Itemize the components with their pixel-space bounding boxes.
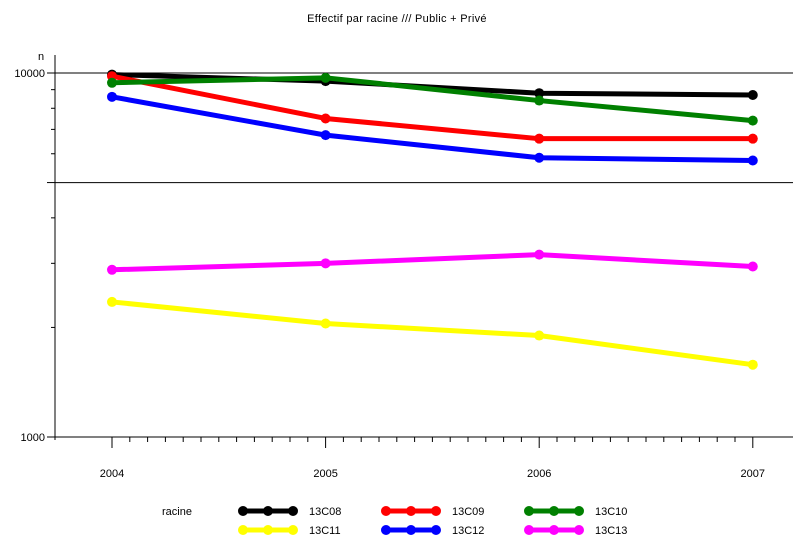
series-line [109,94,756,163]
data-point [534,152,545,163]
legend: racine 13C08 13C09 13C10 13C11 13C12 13C13 [162,506,627,537]
legend-swatch-marker [263,506,273,516]
data-point [747,115,758,126]
legend-swatch-marker [288,525,298,535]
legend-swatch-marker [381,506,391,516]
legend-item-13C11: 13C11 [238,525,341,537]
legend-swatch-marker [549,525,559,535]
data-point [534,249,545,260]
data-point [747,155,758,166]
data-point [534,95,545,106]
legend-label: 13C09 [452,506,484,518]
data-point [534,88,545,99]
data-point [320,72,331,83]
series-line [109,75,756,124]
data-point [747,90,758,101]
data-point [320,318,331,329]
data-point [747,359,758,370]
y-tick-label: 10000 [14,68,45,80]
y-axis-label: n [38,51,44,63]
series-13C10 [107,72,758,126]
legend-item-13C09: 13C09 [381,506,484,518]
legend-swatch-marker [406,506,416,516]
x-tick-label: 2004 [100,468,124,480]
legend-swatch-marker [574,506,584,516]
legend-label: 13C08 [309,506,341,518]
legend-item-13C08: 13C08 [238,506,341,518]
x-tick-label: 2005 [313,468,337,480]
x-tick-label: 2007 [741,468,765,480]
data-point [107,264,117,275]
data-point [320,130,331,141]
legend-title: racine [162,506,192,518]
legend-swatch-marker [288,506,298,516]
legend-swatch-marker [549,506,559,516]
chart-title: Effectif par racine /// Public + Privé [307,13,487,25]
legend-swatch-marker [238,525,248,535]
legend-swatch-marker [524,506,534,516]
series-line [109,299,756,368]
legend-label: 13C12 [452,525,484,537]
legend-label: 13C11 [309,525,341,537]
legend-swatch-marker [381,525,391,535]
data-point [107,296,117,307]
series-13C13 [107,249,758,275]
series-line [109,252,756,273]
x-tick-label: 2006 [527,468,551,480]
data-point [320,258,331,269]
series-layer [107,69,758,370]
data-point [534,330,545,341]
series-13C11 [107,296,758,370]
legend-item-13C13: 13C13 [524,525,627,537]
legend-swatch-marker [524,525,534,535]
data-point [107,77,117,88]
legend-swatch-marker [574,525,584,535]
data-point [320,113,331,124]
legend-label: 13C10 [595,506,627,518]
data-point [747,261,758,272]
data-point [534,133,545,144]
legend-swatch-marker [431,506,441,516]
legend-item-13C12: 13C12 [381,525,484,537]
series-13C12 [107,91,758,166]
legend-swatch-marker [431,525,441,535]
legend-label: 13C13 [595,525,627,537]
series-line [109,72,756,98]
data-point [107,91,117,102]
legend-swatch-marker [406,525,416,535]
legend-swatch-marker [238,506,248,516]
axes: 10000 1000 2004 2005 2006 2007 [14,55,793,480]
y-tick-label: 1000 [21,432,45,444]
legend-swatch-marker [263,525,273,535]
data-point [747,133,758,144]
legend-item-13C10: 13C10 [524,506,627,518]
series-line [109,73,756,142]
